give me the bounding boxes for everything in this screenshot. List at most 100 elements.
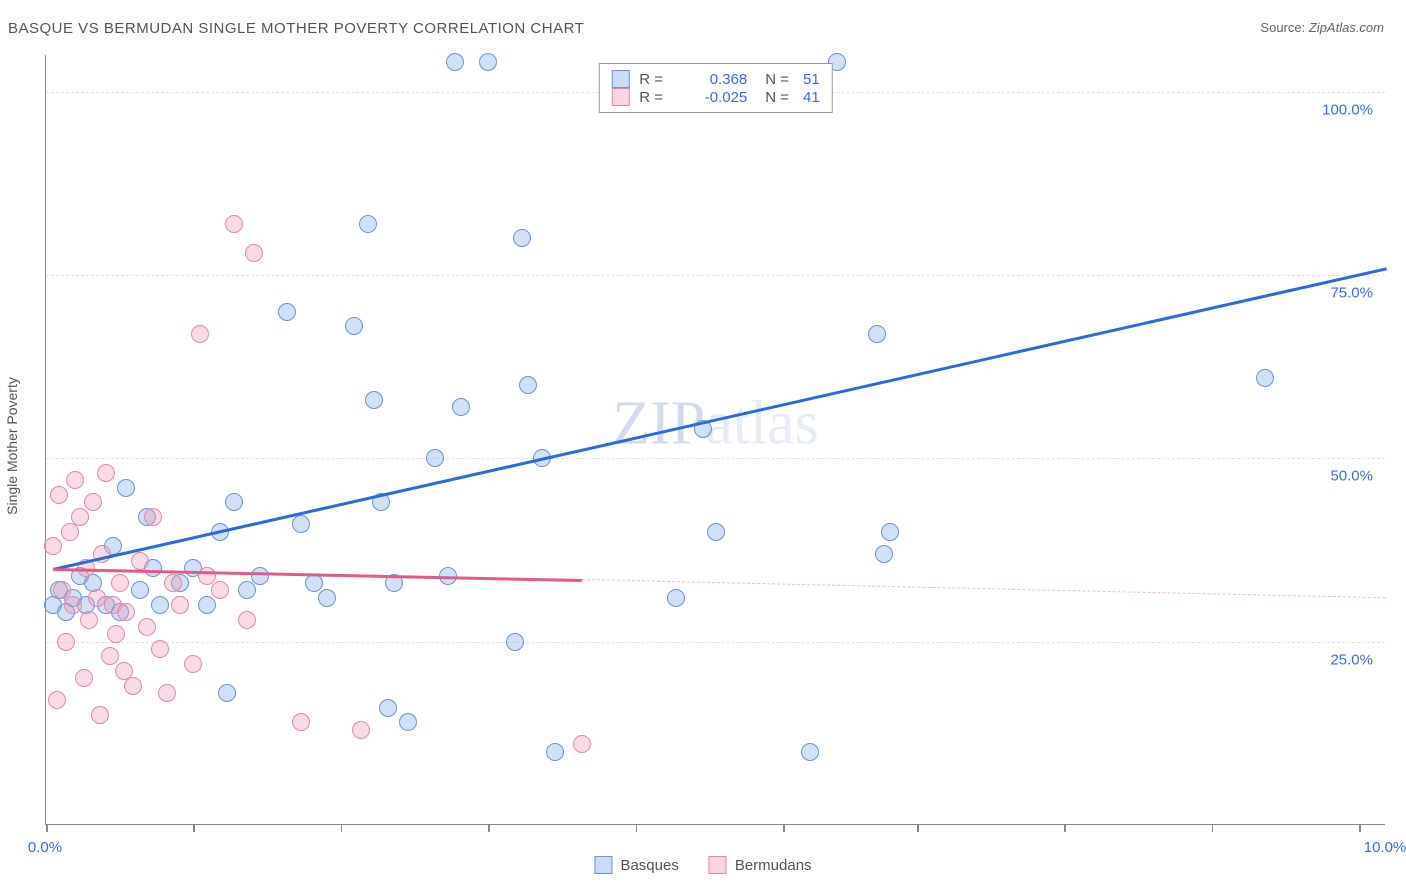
- plot-area: R = 0.368 N = 51 R = -0.025 N = 41 ZIPat…: [45, 55, 1385, 825]
- y-tick-label: 75.0%: [1330, 285, 1373, 302]
- legend-r-label: R =: [639, 89, 677, 106]
- legend-n-value-bermudans: 41: [803, 89, 820, 106]
- gridline-h: [46, 458, 1385, 459]
- chart-title: BASQUE VS BERMUDAN SINGLE MOTHER POVERTY…: [8, 20, 584, 37]
- data-point: [225, 215, 243, 233]
- data-point: [84, 493, 102, 511]
- gridline-h: [46, 642, 1385, 643]
- data-point: [184, 655, 202, 673]
- x-tick: [917, 824, 919, 832]
- data-point: [875, 545, 893, 563]
- data-point: [868, 325, 886, 343]
- legend-row-bermudans: R = -0.025 N = 41: [611, 88, 819, 106]
- data-point: [111, 574, 129, 592]
- data-point: [1256, 369, 1274, 387]
- x-tick: [1212, 824, 1214, 832]
- legend-swatch-blue: [594, 856, 612, 874]
- data-point: [345, 317, 363, 335]
- data-point: [245, 244, 263, 262]
- data-point: [131, 552, 149, 570]
- x-tick: [1359, 824, 1361, 832]
- source-value: ZipAtlas.com: [1309, 20, 1384, 35]
- x-tick: [488, 824, 490, 832]
- data-point: [151, 640, 169, 658]
- data-point: [452, 398, 470, 416]
- data-point: [191, 325, 209, 343]
- data-point: [426, 449, 444, 467]
- data-point: [131, 581, 149, 599]
- legend-label-basques: Basques: [620, 857, 678, 874]
- data-point: [107, 625, 125, 643]
- y-tick-label: 100.0%: [1322, 101, 1373, 118]
- data-point: [365, 391, 383, 409]
- y-tick-label: 50.0%: [1330, 468, 1373, 485]
- data-point: [305, 574, 323, 592]
- data-point: [97, 464, 115, 482]
- data-point: [151, 596, 169, 614]
- x-tick-label: 10.0%: [1364, 839, 1406, 856]
- legend-swatch-pink: [611, 88, 629, 106]
- legend-r-value-basques: 0.368: [687, 71, 747, 88]
- data-point: [292, 515, 310, 533]
- data-point: [446, 53, 464, 71]
- data-point: [64, 596, 82, 614]
- data-point: [91, 706, 109, 724]
- x-tick: [783, 824, 785, 832]
- data-point: [238, 581, 256, 599]
- data-point: [50, 486, 68, 504]
- x-tick: [636, 824, 638, 832]
- legend-row-basques: R = 0.368 N = 51: [611, 70, 819, 88]
- x-tick: [1064, 824, 1066, 832]
- data-point: [218, 684, 236, 702]
- legend-n-label: N =: [765, 89, 789, 106]
- data-point: [318, 589, 336, 607]
- data-point: [479, 53, 497, 71]
- gridline-h: [46, 275, 1385, 276]
- data-point: [667, 589, 685, 607]
- data-point: [225, 493, 243, 511]
- data-point: [238, 611, 256, 629]
- data-point: [80, 611, 98, 629]
- legend-r-value-bermudans: -0.025: [687, 89, 747, 106]
- data-point: [124, 677, 142, 695]
- legend-n-label: N =: [765, 71, 789, 88]
- data-point: [117, 603, 135, 621]
- data-point: [251, 567, 269, 585]
- source-label: Source:: [1260, 20, 1305, 35]
- data-point: [138, 618, 156, 636]
- data-point: [66, 471, 84, 489]
- data-point: [801, 743, 819, 761]
- data-point: [48, 691, 66, 709]
- data-point: [278, 303, 296, 321]
- data-point: [359, 215, 377, 233]
- data-point: [519, 376, 537, 394]
- source-attribution: Source: ZipAtlas.com: [1260, 20, 1384, 35]
- legend-item-basques: Basques: [594, 856, 678, 874]
- series-legend: Basques Bermudans: [594, 856, 811, 874]
- data-point: [101, 647, 119, 665]
- data-point: [144, 508, 162, 526]
- data-point: [573, 735, 591, 753]
- chart-container: BASQUE VS BERMUDAN SINGLE MOTHER POVERTY…: [0, 0, 1406, 892]
- data-point: [292, 713, 310, 731]
- data-point: [158, 684, 176, 702]
- data-point: [117, 479, 135, 497]
- watermark: ZIPatlas: [612, 389, 819, 460]
- data-point: [164, 574, 182, 592]
- data-point: [513, 229, 531, 247]
- data-point: [211, 581, 229, 599]
- data-point: [707, 523, 725, 541]
- legend-n-value-basques: 51: [803, 71, 820, 88]
- trend-line-dashed: [582, 579, 1386, 598]
- data-point: [171, 596, 189, 614]
- legend-swatch-pink: [709, 856, 727, 874]
- data-point: [198, 567, 216, 585]
- data-point: [198, 596, 216, 614]
- y-axis-label: Single Mother Poverty: [4, 377, 20, 515]
- x-tick: [193, 824, 195, 832]
- data-point: [57, 633, 75, 651]
- legend-swatch-blue: [611, 70, 629, 88]
- data-point: [379, 699, 397, 717]
- x-tick-label: 0.0%: [28, 839, 62, 856]
- legend-label-bermudans: Bermudans: [735, 857, 812, 874]
